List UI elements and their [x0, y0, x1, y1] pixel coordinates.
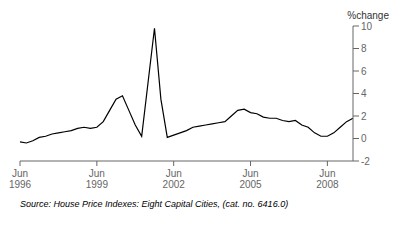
svg-text:6: 6: [361, 66, 367, 77]
svg-text:4: 4: [361, 88, 367, 99]
svg-text:2: 2: [361, 111, 367, 122]
svg-text:Jun2005: Jun2005: [239, 168, 262, 190]
svg-text:0: 0: [361, 133, 367, 144]
svg-text:Jun2002: Jun2002: [163, 168, 186, 190]
html-text:%change: %change: [347, 10, 389, 21]
svg-text:Jun1996: Jun1996: [9, 168, 32, 190]
svg-text:Jun1999: Jun1999: [86, 168, 109, 190]
svg-text:10: 10: [361, 21, 373, 32]
svg-text:-2: -2: [361, 156, 370, 167]
html-text:Source: House Price Indexes: E: Source: House Price Indexes: Eight Capit…: [20, 199, 289, 209]
svg-text:8: 8: [361, 43, 367, 54]
svg-text:Jun2008: Jun2008: [316, 168, 339, 190]
